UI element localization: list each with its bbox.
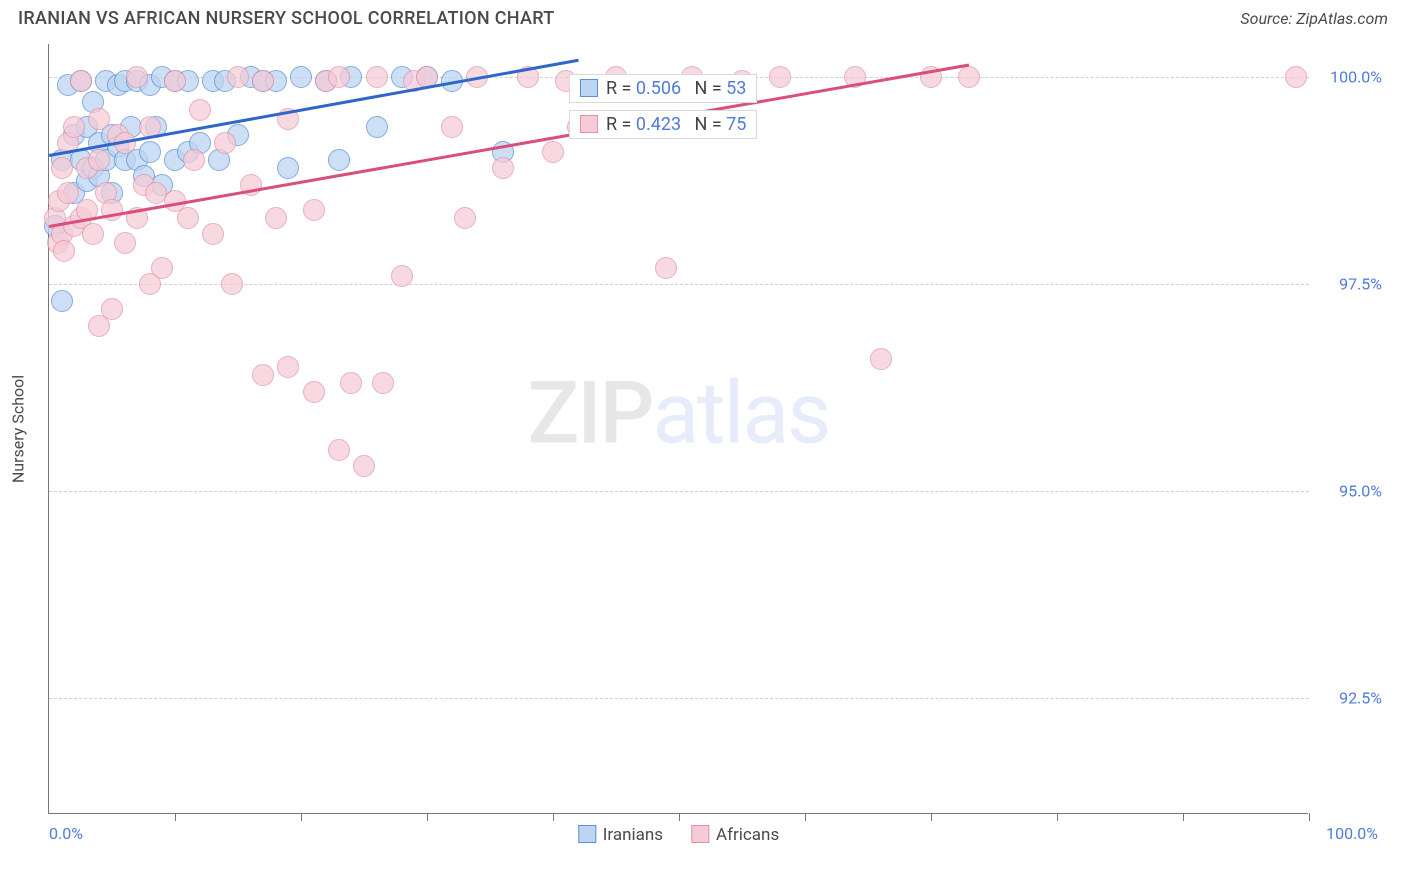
scatter-point [101,298,123,320]
scatter-point [328,149,350,171]
scatter-point [177,207,199,229]
scatter-point [454,207,476,229]
x-axis-max-label: 100.0% [1326,824,1378,843]
scatter-point [542,141,564,163]
scatter-point [290,66,312,88]
x-tick [427,813,428,821]
x-tick [1183,813,1184,821]
scatter-point [51,157,73,179]
stats-box: R = 0.423 N = 75 [569,110,757,139]
scatter-point [958,66,980,88]
legend-swatch [578,825,596,843]
scatter-point [391,265,413,287]
stat-label: N = [681,114,726,135]
gridline-h [49,491,1309,492]
x-tick [679,813,680,821]
series-swatch [580,115,598,133]
scatter-point [252,364,274,386]
scatter-point [303,199,325,221]
series-swatch [580,79,598,97]
stat-label: N = [681,78,726,99]
y-axis-label: 100.0% [1330,68,1382,87]
x-tick [931,813,932,821]
scatter-point [151,257,173,279]
scatter-point [769,66,791,88]
chart-title: IRANIAN VS AFRICAN NURSERY SCHOOL CORREL… [18,8,555,29]
scatter-point [51,290,73,312]
scatter-point [366,66,388,88]
scatter-point [492,157,514,179]
watermark: ZIPatlas [527,363,829,464]
stat-label: R = [606,78,636,99]
legend-label: Africans [716,825,779,845]
stat-n-value: 53 [726,78,746,99]
stat-n-value: 75 [726,114,746,135]
scatter-point [214,132,236,154]
x-tick [1309,813,1310,821]
x-tick [301,813,302,821]
watermark-bold: ZIP [527,363,652,464]
x-axis-min-label: 0.0% [49,824,83,843]
scatter-point [82,223,104,245]
y-axis-label: 92.5% [1339,689,1382,708]
stat-r-value: 0.423 [636,114,681,135]
legend-swatch [691,825,709,843]
scatter-point [372,372,394,394]
legend-label: Iranians [603,825,663,845]
x-tick [805,813,806,821]
scatter-point [252,70,274,92]
scatter-point [328,66,350,88]
scatter-point [164,70,186,92]
watermark-light: atlas [653,363,830,464]
scatter-point [1285,66,1307,88]
chart-container: Nursery School ZIPatlas 0.0% 100.0% Iran… [48,44,1388,814]
legend: Iranians Africans [578,825,779,845]
scatter-point [353,455,375,477]
stat-r-value: 0.506 [636,78,681,99]
scatter-point [265,207,287,229]
y-axis-label: 97.5% [1339,275,1382,294]
scatter-point [441,116,463,138]
scatter-point [655,257,677,279]
scatter-point [277,356,299,378]
y-axis-label: 95.0% [1339,482,1382,501]
scatter-point [57,182,79,204]
scatter-point [88,149,110,171]
scatter-point [70,70,92,92]
y-axis-title: Nursery School [9,375,28,483]
scatter-point [126,66,148,88]
gridline-h [49,698,1309,699]
scatter-point [139,141,161,163]
x-tick [175,813,176,821]
legend-item: Africans [691,825,779,845]
scatter-point [114,232,136,254]
legend-item: Iranians [578,825,663,845]
x-tick [1057,813,1058,821]
scatter-point [227,66,249,88]
scatter-point [63,116,85,138]
x-tick [553,813,554,821]
stats-box: R = 0.506 N = 53 [569,74,757,103]
scatter-point [53,240,75,262]
plot-area: ZIPatlas 0.0% 100.0% IraniansAfricans 92… [48,44,1308,814]
source-attribution: Source: ZipAtlas.com [1240,9,1388,28]
scatter-point [88,108,110,130]
stat-label: R = [606,114,636,135]
scatter-point [183,149,205,171]
header-bar: IRANIAN VS AFRICAN NURSERY SCHOOL CORREL… [0,0,1406,33]
scatter-point [189,99,211,121]
scatter-point [366,116,388,138]
scatter-point [221,273,243,295]
scatter-point [277,157,299,179]
scatter-point [328,439,350,461]
scatter-point [202,223,224,245]
scatter-point [870,348,892,370]
scatter-point [340,372,362,394]
scatter-point [303,381,325,403]
